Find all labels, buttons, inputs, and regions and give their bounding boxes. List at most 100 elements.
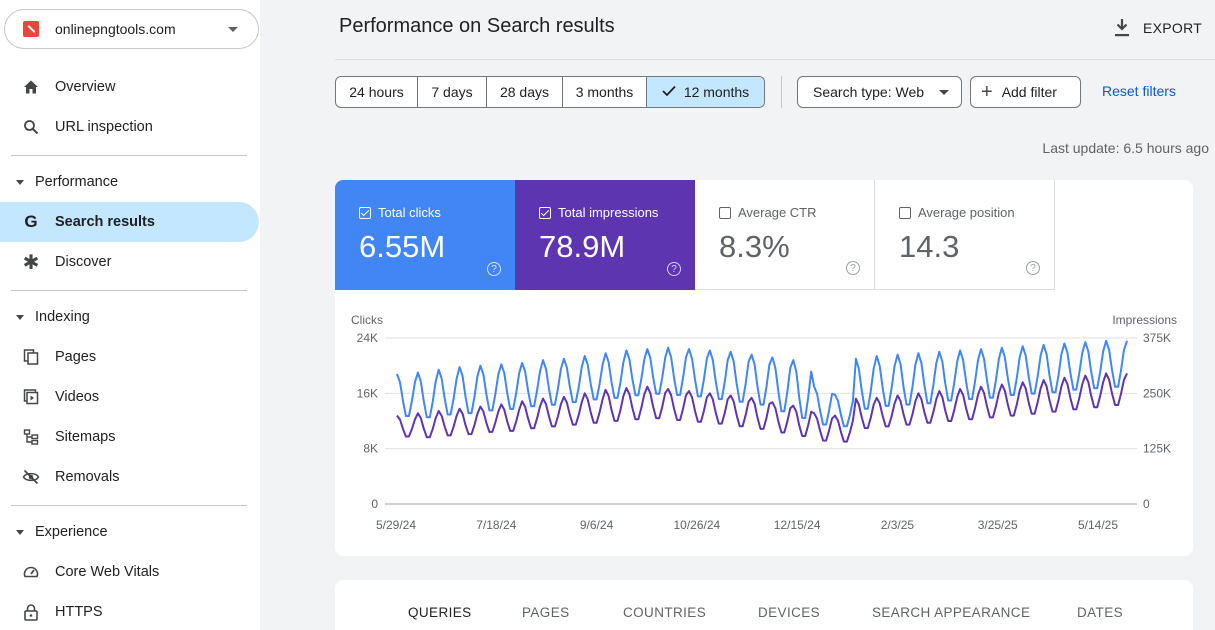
sidebar-item-label: Search results [55,214,155,230]
site-favicon-icon [23,21,39,37]
sidebar-item-search-results[interactable]: G Search results [0,202,259,242]
search-type-dropdown[interactable]: Search type: Web [797,76,962,108]
page-title: Performance on Search results [339,15,615,37]
sidebar-section-experience[interactable]: Experience [0,514,259,550]
search-type-label: Search type: Web [813,84,925,100]
sidebar-item-label: URL inspection [55,119,153,135]
sidebar-item-core-web-vitals[interactable]: Core Web Vitals [0,552,259,592]
eye-off-icon [22,468,40,486]
sidebar-item-label: Core Web Vitals [55,564,160,580]
sidebar-item-videos[interactable]: Videos [0,377,259,417]
speedometer-icon [22,563,40,581]
range-7-days-button[interactable]: 7 days [418,77,487,107]
performance-chart[interactable]: Clicks Impressions 24K 375K 16K 250K 8K 125K 0… [335,290,1193,556]
pages-icon [22,348,40,366]
tab-dates[interactable]: DATES [1077,605,1124,620]
range-28-days-button[interactable]: 28 days [487,77,563,107]
sidebar-section-performance[interactable]: Performance [0,164,259,200]
x-tick-label: 5/29/24 [376,518,416,532]
last-update-text: Last update: 6.5 hours ago [1042,140,1209,156]
metric-label: Average CTR [738,205,817,220]
checkbox-checked-icon[interactable] [539,206,551,219]
tab-queries[interactable]: QUERIES [408,605,472,620]
checkbox-checked-icon[interactable] [359,206,371,219]
right-tick-label: 375K [1143,331,1171,345]
tab-countries[interactable]: COUNTRIES [623,605,707,620]
left-tick-label: 16K [357,386,378,400]
sidebar-item-label: Pages [55,349,97,365]
tab-devices[interactable]: DEVICES [758,605,821,620]
right-axis-label: Impressions [1112,313,1177,327]
metric-value: 6.55M [359,229,446,264]
checkbox-unchecked-icon[interactable] [899,206,911,219]
sidebar-item-sitemaps[interactable]: Sitemaps [0,417,259,457]
sidebar-item-https[interactable]: HTTPS [0,592,259,630]
range-3-months-button[interactable]: 3 months [563,77,647,107]
export-button[interactable]: EXPORT [1113,14,1202,42]
video-pages-icon [22,388,40,406]
help-icon[interactable]: ? [846,261,860,275]
sidebar-item-label: Discover [55,254,112,270]
help-icon[interactable]: ? [487,262,501,276]
sidebar-item-removals[interactable]: Removals [0,457,259,497]
tab-search-appearance[interactable]: SEARCH APPEARANCE [872,605,1031,620]
search-icon [22,118,40,136]
left-tick-label: 24K [357,331,378,345]
add-filter-button[interactable]: + Add filter [970,76,1081,108]
left-tick-label: 8K [363,442,378,456]
help-icon[interactable]: ? [1026,261,1040,275]
sidebar-divider [11,505,247,506]
x-tick-label: 10/26/24 [673,518,720,532]
metric-label: Average position [918,205,1015,220]
caret-down-icon [939,90,949,95]
left-axis-label: Clicks [351,313,383,327]
x-tick-label: 3/25/25 [978,518,1018,532]
range-label: 28 days [499,84,550,100]
range-label: 7 days [431,84,473,100]
plus-icon: + [981,81,993,103]
performance-card: Total clicks 6.55M ? Total impressions 7… [335,180,1193,556]
reset-filters-link[interactable]: Reset filters [1102,83,1176,99]
series-line-impressions[interactable] [396,372,1128,443]
metric-total-impressions[interactable]: Total impressions 78.9M ? [515,180,695,290]
range-label: 3 months [575,84,634,100]
range-label: 24 hours [349,84,404,100]
sidebar-section-indexing[interactable]: Indexing [0,299,259,335]
x-tick-label: 7/18/24 [476,518,516,532]
x-tick-label: 12/15/24 [774,518,821,532]
left-tick-label: 0 [371,497,378,511]
sidebar-item-pages[interactable]: Pages [0,337,259,377]
sitemap-icon [22,428,40,446]
dimension-tabs: QUERIES PAGES COUNTRIES DEVICES SEARCH A… [335,580,1193,630]
sidebar-item-label: Overview [55,79,116,95]
sidebar-item-url-inspection[interactable]: URL inspection [0,107,259,147]
section-label: Performance [35,174,119,190]
sidebar-divider [11,290,247,291]
series-line-clicks[interactable] [396,339,1128,428]
asterisk-icon: ✱ [22,251,40,274]
sidebar-item-overview[interactable]: Overview [0,67,259,107]
tab-pages[interactable]: PAGES [522,605,570,620]
x-tick-label: 5/14/25 [1078,518,1118,532]
metric-average-position[interactable]: Average position 14.3 ? [875,180,1055,290]
sidebar-divider [11,155,247,156]
caret-down-icon [228,27,238,32]
help-icon[interactable]: ? [667,262,681,276]
lock-icon [22,603,40,621]
x-tick-label: 9/6/24 [580,518,614,532]
metric-label: Total clicks [378,205,441,220]
range-12-months-button[interactable]: 12 months [647,77,764,107]
metric-average-ctr[interactable]: Average CTR 8.3% ? [695,180,875,290]
download-icon [1113,18,1131,38]
sidebar: onlinepngtools.com Overview URL inspecti… [0,0,260,630]
metric-total-clicks[interactable]: Total clicks 6.55M ? [335,180,515,290]
right-tick-label: 250K [1143,386,1171,400]
x-tick-label: 2/3/25 [881,518,915,532]
checkbox-unchecked-icon[interactable] [719,206,731,219]
section-label: Experience [35,524,108,540]
range-24-hours-button[interactable]: 24 hours [336,77,418,107]
sidebar-item-label: Videos [55,389,100,405]
property-selector[interactable]: onlinepngtools.com [4,9,259,49]
sidebar-item-discover[interactable]: ✱ Discover [0,242,259,282]
collapse-triangle-icon [16,529,24,535]
